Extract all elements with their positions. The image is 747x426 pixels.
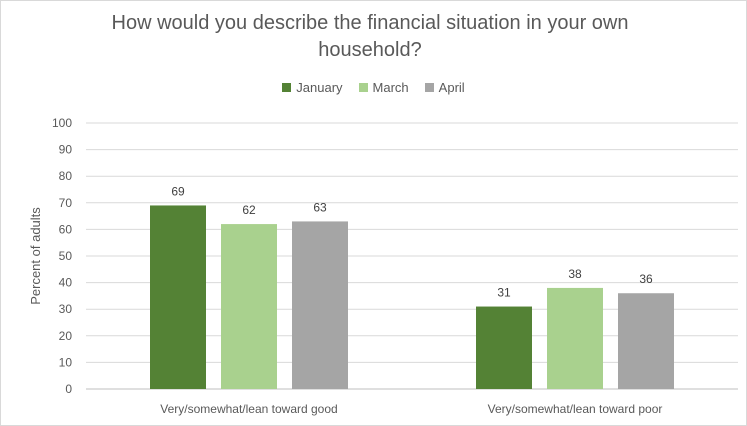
data-label-march-0: 62 [242,203,256,217]
x-category-label-0: Very/somewhat/lean toward good [160,402,337,416]
y-tick-label-0: 0 [65,382,72,396]
chart-legend: January March April [0,80,747,95]
y-tick-label-50: 50 [59,249,73,263]
legend-item-april: April [424,80,465,95]
legend-swatch-april [424,83,434,92]
bar-january-1 [476,306,532,389]
y-tick-label-40: 40 [59,276,73,290]
y-tick-label-20: 20 [59,329,73,343]
y-tick-label-60: 60 [59,222,73,236]
y-tick-label-90: 90 [59,143,73,157]
data-label-april-1: 36 [639,272,653,286]
legend-label-april: April [438,80,465,95]
data-label-march-1: 38 [568,267,582,281]
bar-january-0 [150,205,206,389]
chart-title: How would you describe the financial sit… [111,12,629,61]
y-tick-label-70: 70 [59,196,73,210]
y-tick-label-10: 10 [59,355,73,369]
legend-label-january: January [296,80,343,95]
legend-item-january: January [282,80,343,95]
bar-march-0 [221,224,277,389]
legend-item-march: March [358,80,409,95]
y-tick-label-80: 80 [59,169,73,183]
data-label-april-0: 63 [313,200,327,214]
bar-april-1 [618,293,674,389]
data-label-january-0: 69 [171,184,185,198]
y-tick-label-30: 30 [59,302,73,316]
data-label-january-1: 31 [497,286,511,300]
legend-swatch-january [282,83,292,92]
x-category-label-1: Very/somewhat/lean toward poor [488,402,663,416]
bar-march-1 [547,287,603,389]
legend-label-march: March [372,80,409,95]
legend-swatch-march [358,83,368,92]
y-axis-title: Percent of adults [28,207,43,305]
y-tick-label-100: 100 [52,116,72,130]
bar-april-0 [292,221,348,389]
